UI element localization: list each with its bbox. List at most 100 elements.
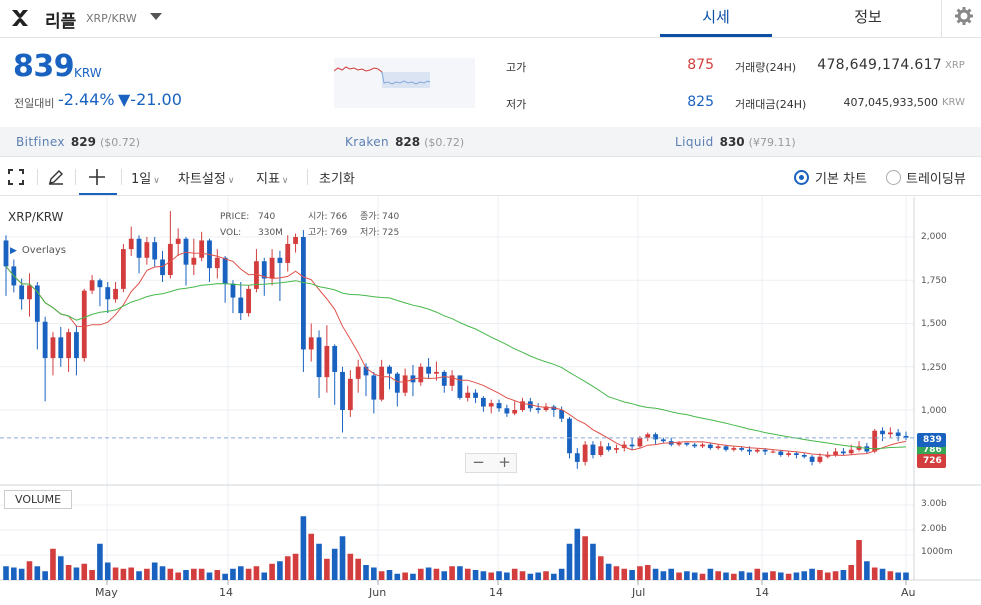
candle-body bbox=[105, 287, 111, 300]
volume-bar bbox=[128, 567, 135, 580]
volume-bar bbox=[887, 571, 894, 580]
volume-bar bbox=[253, 566, 260, 580]
volume-bar bbox=[222, 573, 228, 580]
toolbar-divider bbox=[121, 169, 122, 185]
candle-body bbox=[676, 442, 682, 445]
volume-bar bbox=[824, 572, 831, 580]
volume-bar bbox=[785, 573, 792, 580]
candle-body bbox=[379, 366, 385, 400]
volume-bar bbox=[770, 571, 776, 580]
candle-body bbox=[457, 375, 463, 398]
volume-bar bbox=[183, 570, 189, 580]
candle-body bbox=[480, 397, 486, 407]
info-low: 725 bbox=[382, 228, 400, 238]
volume-bar bbox=[175, 572, 181, 580]
candle-body bbox=[715, 446, 721, 449]
candle-body bbox=[465, 392, 471, 398]
volume-bar bbox=[167, 568, 174, 580]
overlays-toggle[interactable]: ▶ Overlays bbox=[10, 245, 66, 256]
candle-body bbox=[778, 451, 784, 455]
volume-bar bbox=[402, 572, 408, 580]
tab-info[interactable]: 정보 bbox=[854, 8, 882, 26]
exchange-price: 829 bbox=[70, 135, 96, 149]
volume-bar bbox=[230, 568, 236, 580]
info-open: 766 bbox=[330, 212, 348, 222]
exchange-name: Bitfinex bbox=[16, 135, 65, 149]
candle-body bbox=[653, 434, 658, 440]
candle-body bbox=[238, 297, 244, 314]
candle-body bbox=[426, 366, 432, 374]
volume-bar bbox=[566, 543, 573, 580]
play-triangle-icon: ▶ bbox=[10, 246, 17, 256]
trading-view-label[interactable]: 트레이딩뷰 bbox=[906, 172, 966, 187]
interval-dropdown[interactable]: 1일 ∨ bbox=[131, 168, 160, 187]
candle-body bbox=[89, 280, 95, 291]
basic-chart-radio[interactable] bbox=[794, 170, 809, 185]
candle-body bbox=[747, 449, 752, 452]
xrp-logo-icon bbox=[12, 10, 28, 26]
tab-quote[interactable]: 시세 bbox=[660, 0, 772, 37]
candle-body bbox=[504, 408, 510, 414]
candle-body bbox=[887, 432, 893, 435]
candlestick-chart[interactable] bbox=[0, 197, 981, 605]
info-vol-label: VOL: bbox=[220, 228, 242, 238]
volume-bar bbox=[597, 556, 604, 580]
pair-dropdown-caret-icon[interactable] bbox=[150, 13, 162, 20]
pencil-icon[interactable] bbox=[46, 167, 66, 187]
candle-body bbox=[660, 439, 666, 442]
amount-label: 거래대금(24H) bbox=[735, 98, 807, 111]
volume-bar bbox=[746, 572, 753, 580]
volume-bar bbox=[644, 565, 651, 580]
volume-bar bbox=[691, 572, 698, 580]
exchange-price: 828 bbox=[395, 135, 421, 149]
volume-bar bbox=[26, 561, 33, 580]
chart-settings-dropdown[interactable]: 차트설정 ∨ bbox=[178, 168, 234, 187]
candle-body bbox=[128, 238, 134, 250]
volume-bar bbox=[754, 568, 761, 580]
candle-body bbox=[840, 451, 846, 454]
settings-button[interactable] bbox=[941, 0, 981, 37]
candle-body bbox=[34, 285, 40, 322]
candle-body bbox=[261, 261, 267, 279]
volume-bar bbox=[504, 572, 510, 580]
candle-body bbox=[347, 378, 353, 410]
zoom-in-button[interactable]: + bbox=[498, 453, 511, 471]
volume-bar bbox=[50, 548, 56, 580]
volume-bar bbox=[621, 568, 628, 580]
volume-bar bbox=[371, 567, 377, 580]
candle-body bbox=[809, 456, 815, 462]
candle-body bbox=[434, 371, 439, 374]
price-chart-area[interactable]: XRP/KRW PRICE: 740 시가: 766 종가: 740 VOL: 330M 고가… bbox=[0, 197, 981, 605]
trading-view-radio[interactable] bbox=[886, 170, 901, 185]
candle-body bbox=[903, 435, 909, 438]
volume-bar bbox=[895, 572, 901, 580]
indicators-dropdown[interactable]: 지표 ∨ bbox=[256, 168, 289, 187]
basic-chart-label[interactable]: 기본 차트 bbox=[815, 172, 867, 187]
volume-bar bbox=[386, 570, 393, 580]
volume-bar bbox=[511, 568, 518, 580]
volume-value: 478,649,174.617 bbox=[817, 57, 942, 73]
reset-button[interactable]: 초기화 bbox=[319, 172, 355, 187]
volume-axis-label: 1000m bbox=[921, 547, 953, 557]
volume-bar bbox=[198, 568, 205, 580]
volume-bar bbox=[136, 571, 142, 580]
candle-body bbox=[629, 444, 635, 447]
volume-bar bbox=[339, 536, 346, 580]
chart-settings-label: 차트설정 bbox=[178, 172, 226, 187]
zoom-out-button[interactable]: − bbox=[472, 453, 485, 471]
volume-bar bbox=[120, 568, 127, 580]
volume-bar bbox=[723, 572, 729, 580]
ohlc-info-panel: PRICE: 740 시가: 766 종가: 740 VOL: 330M 고가: 769 저가: 7… bbox=[220, 209, 399, 241]
crosshair-icon[interactable] bbox=[87, 167, 107, 187]
candle-body bbox=[739, 448, 745, 450]
chevron-down-icon: ∨ bbox=[153, 176, 160, 186]
volume-bar bbox=[378, 571, 385, 580]
fullscreen-icon[interactable] bbox=[6, 167, 26, 187]
candle-body bbox=[199, 240, 205, 258]
price-unit: KRW bbox=[74, 66, 102, 80]
candle-body bbox=[394, 373, 400, 393]
info-close-label: 종가: bbox=[360, 212, 380, 222]
y-axis-label: 1,750 bbox=[921, 276, 947, 286]
candle-body bbox=[535, 408, 541, 410]
y-axis-label: 1,000 bbox=[921, 406, 947, 416]
